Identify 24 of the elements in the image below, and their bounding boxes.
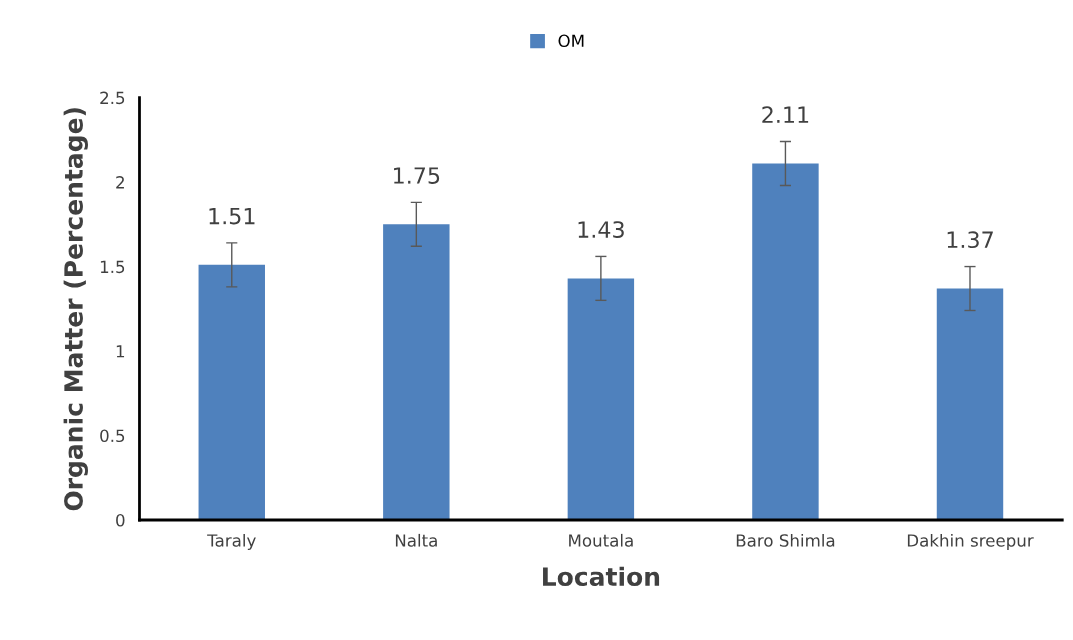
bar [198, 264, 265, 520]
y-tick-label: 0.5 [100, 429, 125, 443]
data-label: 1.43 [578, 221, 624, 238]
data-label: 2.11 [762, 106, 809, 123]
x-tick-label: Nalta [395, 533, 437, 547]
x-tick-label: Taraly [207, 533, 256, 551]
y-tick-label: 1.5 [100, 260, 125, 274]
bar [936, 288, 1004, 520]
y-axis-title: Organic Matter (Percentage) [63, 108, 88, 511]
y-tick-label: 2 [116, 176, 124, 189]
legend-label: OM [558, 34, 584, 48]
y-tick-label: 2.5 [100, 91, 125, 105]
data-label: 1.37 [947, 231, 993, 249]
x-tick-label: Baro Shimla [736, 533, 835, 547]
x-axis-title: Location [543, 566, 660, 587]
bar [383, 224, 450, 520]
y-tick-label: 0 [116, 513, 125, 527]
data-label: 1.51 [209, 207, 255, 225]
x-tick-label: Moutala [569, 533, 633, 547]
bar [752, 163, 819, 520]
bar [567, 278, 635, 520]
x-tick-label: Dakhin sreepur [907, 533, 1034, 551]
y-tick-label: 1 [116, 345, 125, 358]
data-label: 1.75 [394, 167, 440, 184]
